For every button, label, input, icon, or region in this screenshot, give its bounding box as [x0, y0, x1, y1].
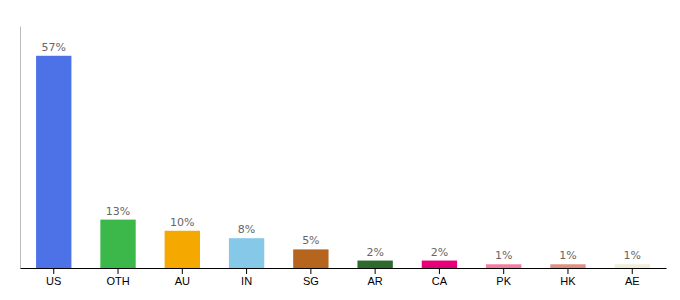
bar: [615, 264, 650, 268]
x-tick-mark: [310, 268, 311, 274]
data-label: 5%: [302, 234, 319, 247]
bar: [550, 264, 585, 268]
x-tick-mark: [503, 268, 504, 274]
bars: [36, 56, 650, 268]
data-label: 8%: [238, 223, 255, 236]
bar: [229, 238, 264, 268]
bar: [293, 249, 328, 268]
x-tick-label: US: [46, 275, 61, 287]
data-label: 1%: [495, 249, 512, 262]
x-axis: US OTH AU IN SG AR CA PK HK AE: [21, 268, 667, 287]
x-tick: OTH: [106, 268, 129, 287]
x-tick: IN: [241, 268, 252, 287]
x-tick: CA: [432, 268, 448, 287]
x-tick-mark: [118, 268, 119, 274]
x-tick-label: HK: [560, 275, 576, 287]
x-tick-label: AR: [367, 275, 382, 287]
x-tick-mark: [246, 268, 247, 274]
bar: [486, 264, 521, 268]
chart: US OTH AU IN SG AR CA PK HK AE 57% 13% 10% 8% 5% 2% 2% 1%…: [0, 0, 680, 300]
x-tick: PK: [496, 268, 511, 287]
x-axis-line: [21, 268, 667, 269]
bar: [357, 261, 392, 268]
data-labels: 57% 13% 10% 8% 5% 2% 2% 1% 1% 1%: [42, 41, 641, 262]
data-label: 10%: [170, 216, 194, 229]
bar: [100, 220, 135, 268]
bar: [422, 261, 457, 268]
x-tick-label: AE: [625, 275, 640, 287]
bar: [36, 56, 71, 268]
x-tick-label: CA: [432, 275, 448, 287]
x-tick-mark: [375, 268, 376, 274]
data-label: 1%: [559, 249, 576, 262]
x-tick-label: AU: [175, 275, 190, 287]
x-tick: AE: [625, 268, 640, 287]
data-label: 2%: [431, 246, 448, 259]
x-tick-mark: [632, 268, 633, 274]
x-tick-mark: [53, 268, 54, 274]
x-tick: AR: [367, 268, 382, 287]
data-label: 2%: [366, 246, 383, 259]
x-tick: SG: [303, 268, 319, 287]
x-tick: AU: [175, 268, 190, 287]
x-tick-mark: [182, 268, 183, 274]
x-tick-mark: [439, 268, 440, 274]
x-tick-label: IN: [241, 275, 252, 287]
data-label: 57%: [42, 41, 66, 54]
y-axis: [20, 27, 21, 269]
x-tick-label: PK: [496, 275, 511, 287]
x-tick-label: OTH: [106, 275, 129, 287]
x-tick-label: SG: [303, 275, 319, 287]
data-label: 1%: [624, 249, 641, 262]
bar: [165, 231, 200, 268]
data-label: 13%: [106, 205, 130, 218]
x-tick-mark: [567, 268, 568, 274]
y-axis-line: [20, 27, 21, 269]
x-tick: US: [46, 268, 61, 287]
plot: US OTH AU IN SG AR CA PK HK AE 57% 13% 10% 8% 5% 2% 2% 1%…: [21, 27, 667, 287]
x-tick: HK: [560, 268, 576, 287]
